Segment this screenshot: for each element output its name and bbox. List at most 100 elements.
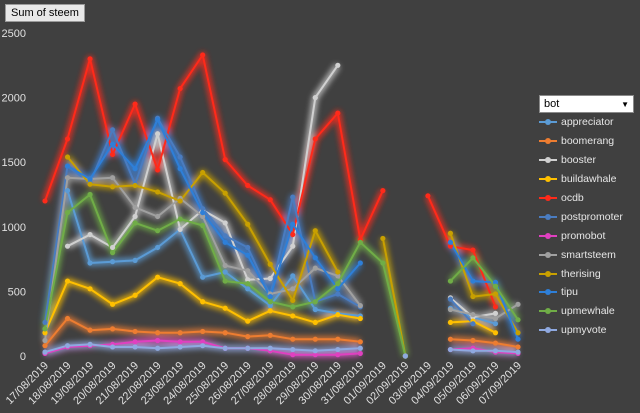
data-point-buildawhale[interactable]: [64, 278, 71, 284]
data-point-upmewhale[interactable]: [200, 222, 206, 229]
data-point-buildawhale[interactable]: [109, 301, 116, 307]
data-point-boomerang[interactable]: [64, 315, 71, 322]
legend-item-therising[interactable]: therising: [539, 264, 634, 283]
series-line-boomerang[interactable]: [450, 338, 519, 348]
data-point-tipu[interactable]: [177, 166, 183, 172]
data-point-therising[interactable]: [492, 291, 499, 297]
data-point-postpromoter[interactable]: [470, 321, 476, 327]
series-line-tipu[interactable]: [67, 118, 362, 298]
data-point-boomerang[interactable]: [267, 332, 273, 338]
data-point-buildawhale[interactable]: [312, 319, 318, 326]
data-point-upmewhale[interactable]: [290, 304, 296, 310]
data-point-upmyvote[interactable]: [402, 353, 408, 359]
data-point-upmewhale[interactable]: [245, 281, 251, 287]
data-point-booster[interactable]: [267, 275, 273, 282]
data-point-upmyvote[interactable]: [64, 343, 71, 349]
data-point-ocdb[interactable]: [222, 157, 228, 163]
data-point-ocdb[interactable]: [335, 110, 341, 116]
data-point-boomerang[interactable]: [447, 336, 454, 342]
data-point-tipu[interactable]: [335, 286, 341, 292]
legend-item-appreciator[interactable]: appreciator: [539, 113, 634, 132]
data-point-therising[interactable]: [245, 221, 251, 227]
data-point-therising[interactable]: [312, 228, 318, 234]
data-point-upmewhale[interactable]: [380, 260, 386, 266]
data-point-boomerang[interactable]: [200, 328, 206, 335]
data-point-upmyvote[interactable]: [222, 345, 228, 351]
data-point-booster[interactable]: [245, 277, 251, 283]
legend-item-ocdb[interactable]: ocdb: [539, 189, 634, 208]
data-point-smartsteem[interactable]: [42, 337, 48, 344]
data-point-appreciator[interactable]: [312, 306, 318, 313]
data-point-postpromoter[interactable]: [290, 194, 296, 200]
data-point-appreciator[interactable]: [200, 274, 206, 280]
data-point-postpromoter[interactable]: [335, 291, 341, 297]
data-point-upmewhale[interactable]: [222, 278, 228, 284]
data-point-tipu[interactable]: [447, 239, 454, 245]
data-point-boomerang[interactable]: [312, 336, 318, 342]
data-point-upmyvote[interactable]: [492, 348, 499, 354]
data-point-upmyvote[interactable]: [200, 343, 206, 349]
data-point-smartsteem[interactable]: [155, 213, 161, 220]
data-point-ocdb[interactable]: [64, 136, 71, 142]
data-point-upmewhale[interactable]: [267, 299, 273, 305]
data-point-upmyvote[interactable]: [312, 348, 318, 354]
data-point-smartsteem[interactable]: [515, 301, 521, 307]
data-point-smartsteem[interactable]: [470, 312, 476, 318]
legend-item-promobot[interactable]: promobot: [539, 226, 634, 245]
data-point-booster[interactable]: [87, 231, 93, 238]
data-point-ocdb[interactable]: [470, 247, 476, 253]
data-point-booster[interactable]: [132, 213, 138, 220]
data-point-boomerang[interactable]: [357, 339, 363, 345]
data-point-ocdb[interactable]: [200, 52, 206, 58]
data-point-tipu[interactable]: [290, 221, 296, 227]
data-point-boomerang[interactable]: [245, 334, 251, 340]
data-point-tipu[interactable]: [87, 176, 93, 182]
data-point-booster[interactable]: [155, 131, 161, 137]
series-line-appreciator[interactable]: [66, 190, 361, 317]
data-point-appreciator[interactable]: [132, 257, 138, 263]
data-point-ocdb[interactable]: [290, 231, 296, 238]
data-point-ocdb[interactable]: [132, 101, 138, 107]
data-point-appreciator[interactable]: [267, 303, 273, 309]
data-point-smartsteem[interactable]: [357, 303, 363, 309]
data-point-upmewhale[interactable]: [312, 299, 318, 305]
data-point-upmewhale[interactable]: [447, 278, 454, 284]
data-point-upmyvote[interactable]: [132, 344, 138, 350]
data-point-smartsteem[interactable]: [109, 175, 116, 181]
data-point-therising[interactable]: [470, 293, 476, 300]
series-line-upmyvote[interactable]: [450, 348, 519, 354]
data-point-ocdb[interactable]: [267, 197, 273, 203]
data-point-therising[interactable]: [267, 261, 273, 267]
data-point-upmyvote[interactable]: [155, 345, 161, 351]
data-point-tipu[interactable]: [357, 260, 363, 266]
data-point-therising[interactable]: [87, 181, 93, 187]
field-button-sum-of-steem[interactable]: Sum of steem: [5, 4, 85, 22]
series-line-ocdb[interactable]: [426, 195, 497, 308]
data-point-ocdb[interactable]: [492, 304, 499, 310]
data-point-therising[interactable]: [515, 330, 521, 336]
data-point-smartsteem[interactable]: [222, 262, 228, 269]
data-point-postpromoter[interactable]: [200, 206, 206, 212]
data-point-buildawhale[interactable]: [447, 319, 454, 326]
data-point-tipu[interactable]: [109, 141, 116, 147]
data-point-upmewhale[interactable]: [515, 317, 521, 323]
data-point-ocdb[interactable]: [42, 198, 48, 204]
data-point-smartsteem[interactable]: [335, 273, 341, 279]
data-point-appreciator[interactable]: [245, 286, 251, 292]
data-point-ocdb[interactable]: [245, 182, 251, 189]
data-point-booster[interactable]: [492, 310, 499, 316]
data-point-tipu[interactable]: [132, 166, 138, 172]
data-point-smartsteem[interactable]: [245, 268, 251, 274]
data-point-booster[interactable]: [177, 226, 183, 232]
data-point-postpromoter[interactable]: [42, 319, 48, 326]
data-point-smartsteem[interactable]: [290, 286, 296, 292]
data-point-upmewhale[interactable]: [87, 191, 93, 198]
data-point-promobot[interactable]: [312, 352, 318, 358]
data-point-booster[interactable]: [335, 62, 341, 68]
data-point-smartsteem[interactable]: [312, 265, 318, 271]
data-point-upmyvote[interactable]: [245, 345, 251, 351]
data-point-therising[interactable]: [109, 184, 116, 190]
data-point-upmewhale[interactable]: [109, 250, 116, 256]
legend-filter-dropdown[interactable]: bot ▼: [539, 95, 634, 113]
data-point-smartsteem[interactable]: [492, 315, 499, 322]
